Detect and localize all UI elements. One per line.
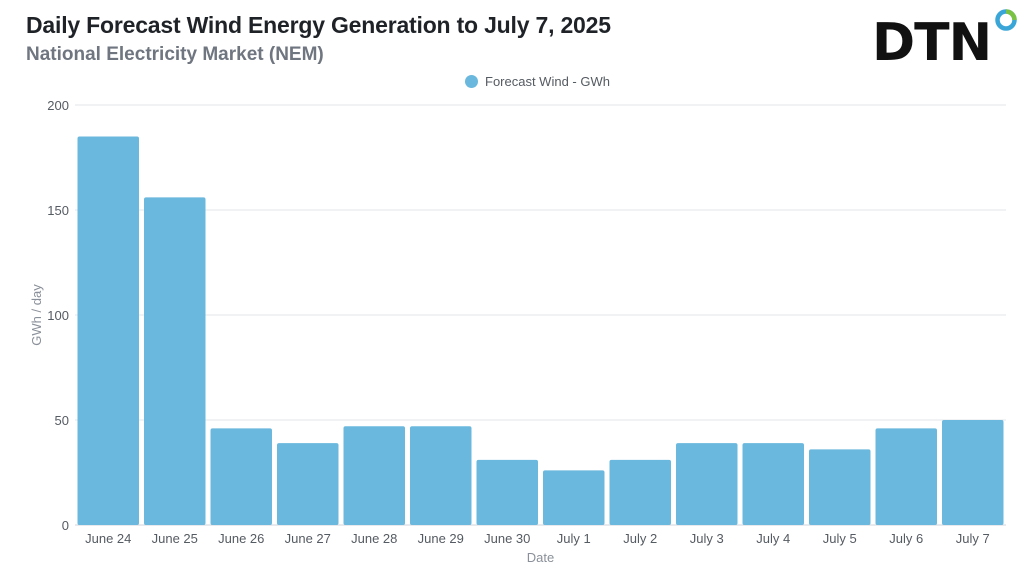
legend-label: Forecast Wind - GWh bbox=[485, 73, 610, 89]
bar[interactable] bbox=[476, 459, 539, 525]
x-tick-label: July 5 bbox=[823, 531, 857, 546]
x-tick-label: June 28 bbox=[351, 531, 397, 546]
x-tick-label: July 2 bbox=[623, 531, 657, 546]
bar[interactable] bbox=[277, 443, 339, 525]
bar[interactable] bbox=[543, 470, 605, 525]
dtn-logo-text: DTN bbox=[872, 13, 991, 70]
chart-title: Daily Forecast Wind Energy Generation to… bbox=[26, 12, 611, 38]
x-tick-label: July 6 bbox=[889, 531, 923, 546]
dtn-logo-ring-accent bbox=[1005, 9, 1017, 21]
x-axis-title: Date bbox=[527, 550, 554, 565]
y-tick-label: 150 bbox=[47, 203, 69, 218]
x-tick-label: June 30 bbox=[484, 531, 530, 546]
y-tick-label: 50 bbox=[55, 413, 69, 428]
bar[interactable] bbox=[343, 426, 406, 525]
bar[interactable] bbox=[77, 136, 140, 526]
x-tick-label: June 26 bbox=[218, 531, 264, 546]
x-tick-label: July 1 bbox=[557, 531, 591, 546]
x-tick-label: July 7 bbox=[956, 531, 990, 546]
bar[interactable] bbox=[210, 428, 273, 525]
x-tick-label: June 27 bbox=[285, 531, 331, 546]
x-tick-label: June 25 bbox=[152, 531, 198, 546]
chart-legend[interactable]: Forecast Wind - GWh bbox=[465, 72, 610, 90]
bar[interactable] bbox=[875, 428, 938, 525]
bar[interactable] bbox=[676, 443, 738, 525]
y-tick-label: 100 bbox=[47, 308, 69, 323]
bar[interactable] bbox=[144, 197, 206, 525]
bar[interactable] bbox=[410, 426, 472, 525]
dtn-logo: DTN bbox=[872, 9, 1017, 70]
x-tick-label: July 4 bbox=[756, 531, 790, 546]
bar[interactable] bbox=[609, 459, 672, 525]
bar[interactable] bbox=[742, 443, 805, 525]
legend-swatch bbox=[465, 74, 478, 88]
x-axis-ticks: June 24 June 25 June 26 June 27 June 28 June … bbox=[85, 531, 990, 546]
y-tick-label: 0 bbox=[62, 518, 69, 533]
bar[interactable] bbox=[942, 420, 1004, 525]
x-tick-label: June 24 bbox=[85, 531, 131, 546]
chart-subtitle: National Electricity Market (NEM) bbox=[26, 44, 324, 65]
x-tick-label: July 3 bbox=[690, 531, 724, 546]
y-axis-title: GWh / day bbox=[29, 284, 44, 346]
bar[interactable] bbox=[809, 449, 871, 525]
y-axis-ticks: 0 50 100 150 200 bbox=[47, 98, 69, 533]
bars bbox=[77, 136, 1004, 526]
y-tick-label: 200 bbox=[47, 98, 69, 113]
x-tick-label: June 29 bbox=[418, 531, 464, 546]
